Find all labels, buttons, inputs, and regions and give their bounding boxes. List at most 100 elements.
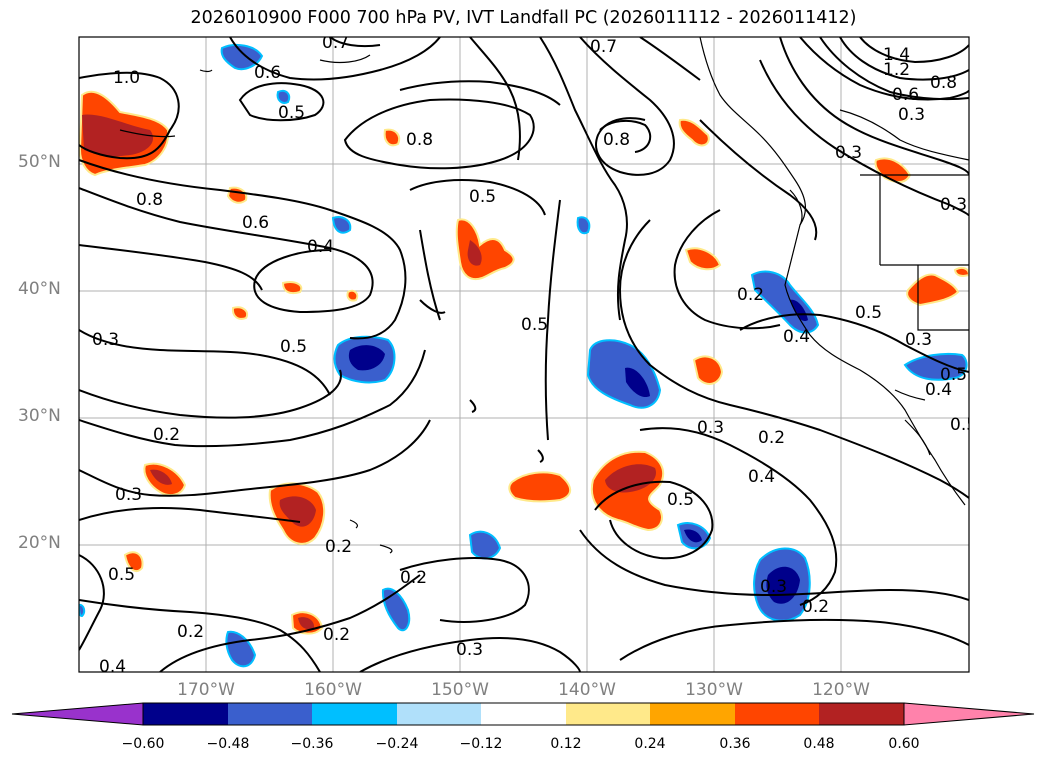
blob-positive	[692, 355, 724, 385]
contour-label: 0.3	[898, 105, 925, 125]
blob-negative	[903, 352, 968, 381]
colorbar-bin	[735, 703, 819, 725]
contour-label: 0.5	[521, 315, 548, 335]
blob-positive-core	[150, 469, 172, 485]
lon-label: 170°W	[177, 680, 235, 700]
colorbar-bin	[650, 703, 735, 725]
plot-frame	[78, 36, 970, 673]
contour-labels: 1.0 0.7 0.6 0.5 0.8 0.7 0.8 1.4 1.2 0.8 …	[92, 33, 977, 677]
blob-positive-core	[298, 617, 315, 630]
lon-label: 150°W	[431, 680, 489, 700]
lon-label: 160°W	[304, 680, 362, 700]
contour-label: 0.5	[667, 490, 694, 510]
colorbar-tick-label: 0.24	[634, 736, 666, 752]
contour-label: 0.4	[307, 237, 334, 257]
contour-label: 0.2	[323, 625, 350, 645]
plot-area	[79, 37, 969, 672]
blob-positive	[906, 273, 960, 307]
contour-label: 0.8	[136, 190, 163, 210]
blob-negative-core	[625, 367, 650, 398]
blob-positive	[953, 266, 969, 277]
contour-label: 0.2	[400, 568, 427, 588]
lat-label: 40°N	[18, 279, 61, 299]
coastlines	[119, 37, 969, 554]
contour-label: 0.2	[758, 428, 785, 448]
contour-label: 0.3	[760, 577, 787, 597]
contour-label: 0.4	[783, 327, 810, 347]
blob-positive	[226, 186, 248, 204]
contour-label: 1.4	[883, 45, 910, 65]
contour-label: 0.5	[855, 303, 882, 323]
blob-negative-core	[348, 345, 385, 371]
lon-label: 130°W	[685, 680, 743, 700]
blob-positive	[281, 281, 303, 295]
contour-label: 0.7	[322, 33, 349, 53]
colorbar-tick-label: −0.48	[206, 736, 250, 752]
contour-label: 1.0	[113, 68, 140, 88]
colorbar-tick-label: 0.36	[719, 736, 751, 752]
blob-negative	[276, 89, 291, 104]
contour-label: 0.3	[456, 640, 483, 660]
colorbar-bin	[143, 703, 228, 725]
blob-positive	[231, 306, 249, 320]
contour-label: 0.2	[325, 537, 352, 557]
colorbar-bin	[397, 703, 481, 725]
contour-label: 0.2	[153, 425, 180, 445]
colorbar-tick-label: −0.60	[121, 736, 165, 752]
lat-label: 20°N	[18, 533, 61, 553]
contour-label: 0.5	[940, 365, 967, 385]
map-title: 2026010900 F000 700 hPa PV, IVT Landfall…	[190, 8, 857, 28]
contour-label: 0.5	[280, 337, 307, 357]
lon-label: 120°W	[812, 680, 870, 700]
contour-label: 0.3	[905, 330, 932, 350]
contour-label: 0.2	[177, 622, 204, 642]
blob-negative	[331, 216, 352, 234]
pv-contours	[79, 37, 969, 672]
colorbar-tick-label: 0.60	[888, 736, 920, 752]
colorbar-tick-label: −0.36	[290, 736, 334, 752]
colorbar-bin	[819, 703, 904, 725]
blob-positive	[123, 551, 144, 573]
contour-label: 0.6	[254, 63, 281, 83]
contour-label: 0.6	[242, 213, 269, 233]
contour-label: 0.4	[99, 657, 126, 677]
contour-label: 0.3	[115, 485, 142, 505]
blob-positive-core	[82, 114, 154, 157]
blob-negative	[576, 216, 591, 235]
contour-label: 0.3	[940, 195, 967, 215]
contour-label: 0.8	[603, 130, 630, 150]
blob-positive	[383, 128, 401, 147]
blob-positive	[455, 218, 515, 281]
blob-negative	[468, 530, 502, 560]
lon-label: 140°W	[558, 680, 616, 700]
contour-label: 0.5	[278, 103, 305, 123]
contour-label: 0.8	[930, 73, 957, 93]
contour-label: 0.4	[925, 380, 952, 400]
contour-label: 1.2	[883, 60, 910, 80]
contour-label: 0.4	[748, 467, 775, 487]
contour-label: 0.3	[697, 418, 724, 438]
blob-positive	[678, 118, 710, 147]
contour-label: 0.7	[590, 37, 617, 57]
blob-negative	[220, 43, 264, 71]
lat-label: 50°N	[18, 152, 61, 172]
colorbar-under	[11, 702, 144, 726]
colorbar-over	[903, 702, 1035, 726]
blob-negative	[79, 603, 86, 618]
colorbar-bin	[228, 703, 312, 725]
colorbar-bin	[566, 703, 650, 725]
blob-positive	[346, 289, 359, 302]
contour-label: 0.3	[92, 330, 119, 350]
contour-label: 0.2	[737, 285, 764, 305]
contour-label: 0.2	[802, 597, 829, 617]
contour-label: 0.5	[469, 187, 496, 207]
colorbar	[11, 702, 1035, 726]
colorbar-tick-label: 0.48	[803, 736, 835, 752]
blob-positive-core	[605, 464, 656, 493]
contour-label: 0.5	[108, 565, 135, 585]
contour-label: 0.8	[406, 130, 433, 150]
blob-positive-core	[279, 496, 316, 527]
contour-label: 0.3	[835, 143, 862, 163]
contour-label: 0.5	[950, 415, 977, 435]
